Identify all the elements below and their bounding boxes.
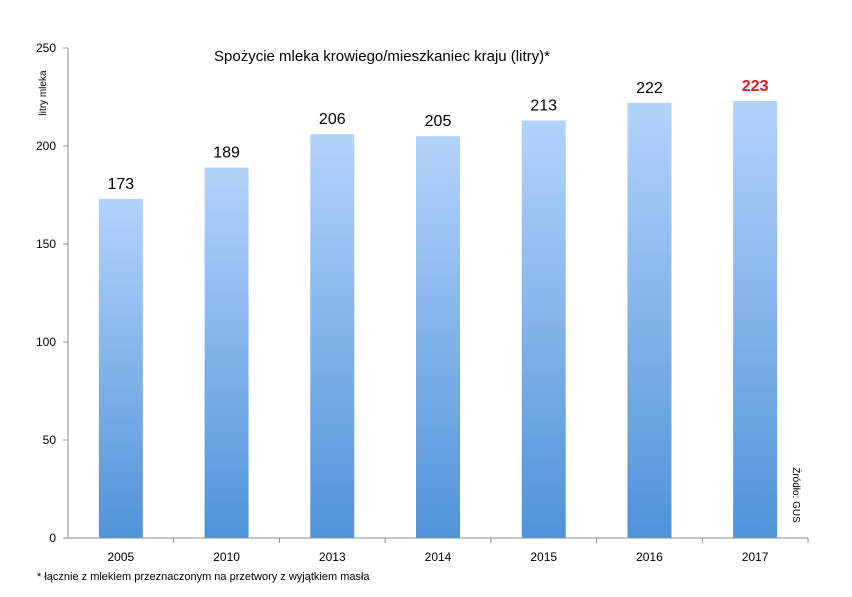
x-tick-label: 2015 xyxy=(530,550,557,564)
x-axis-ticks: 2005 2010 2013 2014 2015 2016 2017 xyxy=(108,538,809,564)
x-tick-label: 2010 xyxy=(213,550,240,564)
bar-2010 xyxy=(204,167,249,538)
bar-2013 xyxy=(310,134,355,539)
data-label-2010: 189 xyxy=(213,145,240,162)
bars xyxy=(98,100,778,539)
y-axis-label: litry mleka xyxy=(38,70,49,115)
x-tick-label: 2005 xyxy=(108,550,135,564)
x-tick-label: 2014 xyxy=(425,550,452,564)
data-label-2005: 173 xyxy=(108,176,135,193)
x-tick-label: 2016 xyxy=(636,550,663,564)
data-labels: 173 189 206 205 213 222 223 xyxy=(108,78,769,193)
bar-2005 xyxy=(98,198,143,539)
bar-2014 xyxy=(416,136,460,538)
bar-2015 xyxy=(521,120,566,539)
y-tick-label: 250 xyxy=(36,41,56,55)
data-label-2014: 205 xyxy=(425,113,452,130)
source-note: Źródło: GUS xyxy=(790,467,803,523)
x-tick-label: 2017 xyxy=(742,550,769,564)
y-tick-label: 0 xyxy=(49,531,56,545)
data-label-2015: 213 xyxy=(530,98,557,115)
y-tick-label: 50 xyxy=(43,433,57,447)
y-tick-label: 100 xyxy=(36,335,56,349)
y-tick-label: 200 xyxy=(36,139,56,153)
data-label-2016: 222 xyxy=(636,80,663,97)
data-label-2017: 223 xyxy=(742,78,769,95)
footnote: * łącznie z mlekiem przeznaczonym na prz… xyxy=(37,571,370,583)
x-tick-label: 2013 xyxy=(319,550,346,564)
y-tick-label: 150 xyxy=(36,237,56,251)
bar-2016 xyxy=(627,102,672,538)
y-axis-ticks: 0 50 100 150 200 250 xyxy=(36,41,68,545)
bar-2017 xyxy=(733,100,778,539)
data-label-2013: 206 xyxy=(319,111,346,128)
chart-title: Spożycie mleka krowiego/mieszkaniec kraj… xyxy=(214,48,550,65)
